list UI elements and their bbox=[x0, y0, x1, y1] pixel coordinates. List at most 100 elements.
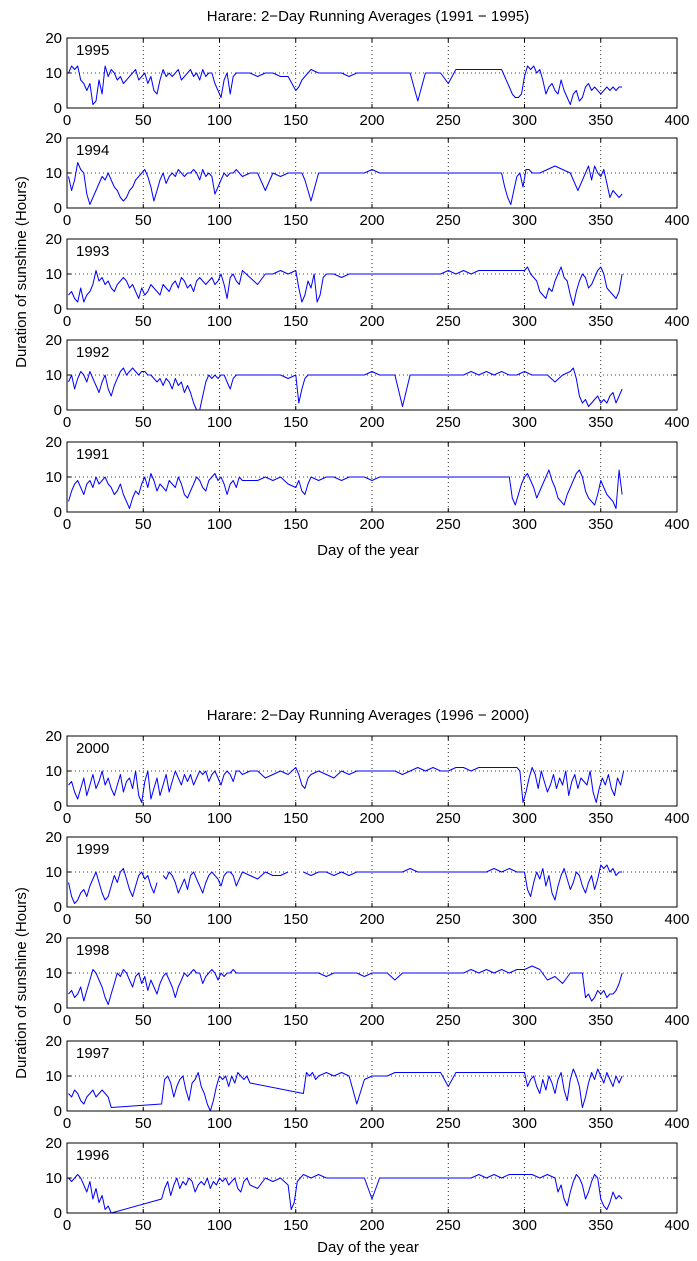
series-line-1997 bbox=[68, 1068, 623, 1112]
subplot-1994: 0 50 100 150 200 250 300 350 400 0 10 20 1994 bbox=[45, 130, 689, 229]
y-tick-label: 0 bbox=[54, 798, 62, 815]
x-tick-label: 100 bbox=[207, 212, 232, 229]
x-tick-label: 200 bbox=[359, 1012, 384, 1029]
x-tick-label: 50 bbox=[135, 810, 152, 827]
x-tick-label: 0 bbox=[63, 810, 71, 827]
y-tick-label: 0 bbox=[54, 301, 62, 318]
series-line-1994 bbox=[68, 162, 623, 205]
subplot-1996: 0 50 100 150 200 250 300 350 400 0 10 20 1996 bbox=[45, 1135, 689, 1234]
y-tick-label: 0 bbox=[54, 1103, 62, 1120]
x-tick-label: 100 bbox=[207, 112, 232, 129]
x-tick-label: 50 bbox=[135, 1115, 152, 1132]
figure-1991-1995: Harare: 2−Day Running Averages (1991 − 1… bbox=[13, 8, 690, 559]
series-label: 1993 bbox=[76, 243, 109, 260]
x-tick-label: 350 bbox=[588, 212, 613, 229]
x-tick-label: 100 bbox=[207, 1217, 232, 1234]
x-tick-label: 200 bbox=[359, 810, 384, 827]
x-tick-label: 400 bbox=[664, 911, 689, 928]
x-tick-label: 100 bbox=[207, 810, 232, 827]
series-label: 1999 bbox=[76, 841, 109, 858]
y-tick-label: 0 bbox=[54, 1205, 62, 1222]
x-tick-label: 250 bbox=[436, 810, 461, 827]
series-label: 1996 bbox=[76, 1147, 109, 1164]
x-tick-label: 50 bbox=[135, 516, 152, 533]
x-tick-label: 300 bbox=[512, 1217, 537, 1234]
x-tick-label: 150 bbox=[283, 911, 308, 928]
series-line-1995 bbox=[68, 65, 623, 105]
subplot-1991: 0 50 100 150 200 250 300 350 400 0 10 20 1991 bbox=[45, 434, 689, 533]
x-tick-label: 150 bbox=[283, 1115, 308, 1132]
figure-1996-2000: Harare: 2−Day Running Averages (1996 − 2… bbox=[13, 707, 690, 1256]
y-tick-label: 10 bbox=[45, 266, 62, 283]
x-tick-label: 150 bbox=[283, 414, 308, 431]
x-tick-label: 150 bbox=[283, 212, 308, 229]
chart-title: Harare: 2−Day Running Averages (1991 − 1… bbox=[207, 8, 529, 25]
y-tick-label: 10 bbox=[45, 1170, 62, 1187]
y-tick-label: 10 bbox=[45, 864, 62, 881]
subplot-1999: 0 50 100 150 200 250 300 350 400 0 10 20 1999 bbox=[45, 829, 689, 928]
series-line-1993 bbox=[68, 266, 623, 306]
x-tick-label: 100 bbox=[207, 414, 232, 431]
subplot-1997: 0 50 100 150 200 250 300 350 400 0 10 20 1997 bbox=[45, 1033, 689, 1132]
x-tick-label: 300 bbox=[512, 112, 537, 129]
x-tick-label: 200 bbox=[359, 313, 384, 330]
x-tick-label: 350 bbox=[588, 112, 613, 129]
x-tick-label: 400 bbox=[664, 810, 689, 827]
x-tick-label: 350 bbox=[588, 911, 613, 928]
x-tick-label: 400 bbox=[664, 313, 689, 330]
x-tick-label: 400 bbox=[664, 1012, 689, 1029]
x-tick-label: 250 bbox=[436, 112, 461, 129]
x-tick-label: 400 bbox=[664, 414, 689, 431]
x-tick-label: 300 bbox=[512, 1115, 537, 1132]
x-tick-label: 300 bbox=[512, 516, 537, 533]
x-tick-label: 300 bbox=[512, 414, 537, 431]
series-line-1991 bbox=[68, 469, 623, 509]
x-tick-label: 250 bbox=[436, 212, 461, 229]
x-tick-label: 100 bbox=[207, 313, 232, 330]
y-tick-label: 20 bbox=[45, 829, 62, 846]
subplot-1993: 0 50 100 150 200 250 300 350 400 0 10 20 1993 bbox=[45, 231, 689, 330]
y-tick-label: 10 bbox=[45, 65, 62, 82]
subplot-1998: 0 50 100 150 200 250 300 350 400 0 10 20 1998 bbox=[45, 930, 689, 1029]
x-tick-label: 0 bbox=[63, 212, 71, 229]
x-tick-label: 350 bbox=[588, 1217, 613, 1234]
x-tick-label: 350 bbox=[588, 414, 613, 431]
x-tick-label: 100 bbox=[207, 1012, 232, 1029]
x-tick-label: 300 bbox=[512, 212, 537, 229]
x-tick-label: 200 bbox=[359, 911, 384, 928]
series-line-1992 bbox=[68, 367, 623, 411]
y-tick-label: 0 bbox=[54, 504, 62, 521]
x-tick-label: 350 bbox=[588, 1012, 613, 1029]
series-line-1996 bbox=[68, 1174, 623, 1214]
x-tick-label: 50 bbox=[135, 911, 152, 928]
x-tick-label: 350 bbox=[588, 810, 613, 827]
x-tick-label: 100 bbox=[207, 911, 232, 928]
y-tick-label: 0 bbox=[54, 899, 62, 916]
x-tick-label: 250 bbox=[436, 1012, 461, 1029]
x-tick-label: 150 bbox=[283, 810, 308, 827]
x-tick-label: 150 bbox=[283, 1012, 308, 1029]
chart-title: Harare: 2−Day Running Averages (1996 − 2… bbox=[207, 707, 529, 724]
series-label: 1998 bbox=[76, 942, 109, 959]
y-axis-label: Duration of sunshine (Hours) bbox=[13, 887, 30, 1079]
y-tick-label: 20 bbox=[45, 130, 62, 147]
y-tick-label: 20 bbox=[45, 332, 62, 349]
x-axis-label: Day of the year bbox=[317, 542, 419, 559]
x-tick-label: 250 bbox=[436, 1115, 461, 1132]
x-tick-label: 400 bbox=[664, 1217, 689, 1234]
x-tick-label: 350 bbox=[588, 516, 613, 533]
x-tick-label: 200 bbox=[359, 1217, 384, 1234]
x-tick-label: 300 bbox=[512, 1012, 537, 1029]
y-tick-label: 10 bbox=[45, 165, 62, 182]
series-label: 1997 bbox=[76, 1045, 109, 1062]
x-tick-label: 0 bbox=[63, 313, 71, 330]
y-tick-label: 10 bbox=[45, 469, 62, 486]
x-tick-label: 150 bbox=[283, 516, 308, 533]
x-tick-label: 0 bbox=[63, 516, 71, 533]
x-axis-label: Day of the year bbox=[317, 1239, 419, 1256]
y-tick-label: 20 bbox=[45, 728, 62, 745]
subplot-2000: 0 50 100 150 200 250 300 350 400 0 10 20 2000 bbox=[45, 728, 689, 827]
x-tick-label: 250 bbox=[436, 911, 461, 928]
y-axis-label: Duration of sunshine (Hours) bbox=[13, 176, 30, 368]
y-tick-label: 10 bbox=[45, 763, 62, 780]
